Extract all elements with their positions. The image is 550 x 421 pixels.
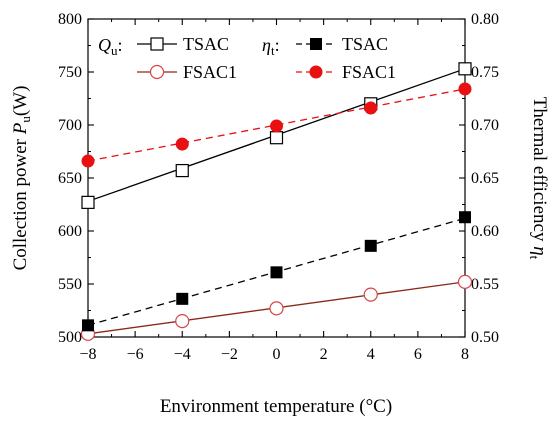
x-tick-label: −4 (174, 346, 191, 363)
x-tick-label: 6 (414, 346, 422, 363)
y-left-tick-label: 700 (58, 117, 82, 134)
legend-group-eta-label: ηt: (262, 35, 280, 58)
open-circle-marker (149, 64, 165, 80)
x-tick-label: 0 (273, 346, 281, 363)
open-square-marker (150, 37, 164, 51)
svg-text:TSAC: TSAC (183, 34, 229, 54)
data-point (364, 239, 377, 252)
y-left-tick-label: 600 (58, 223, 82, 240)
data-point (269, 301, 284, 316)
y-axis-left-title: Collection power Pu(W) (10, 86, 33, 271)
legend-item-eta-tsac: TSAC (296, 34, 388, 54)
y-right-tick-label: 0.70 (471, 117, 499, 134)
series-eta-fsac1 (81, 82, 472, 168)
y-axis-right-title: Thermal efficiency ηt (527, 97, 550, 260)
y-right-tick-label: 0.50 (471, 329, 499, 346)
data-point (363, 287, 378, 302)
data-point (82, 319, 94, 332)
fit-line (87, 88, 466, 162)
data-point (81, 154, 95, 168)
x-tick-label: 2 (320, 346, 328, 363)
series-qu-tsac (81, 62, 472, 209)
y-left-tick-label: 550 (58, 276, 82, 293)
svg-text:TSAC: TSAC (342, 34, 388, 54)
data-point (364, 101, 378, 115)
data-point (459, 211, 471, 224)
y-right-tick-label: 0.75 (471, 64, 499, 81)
data-point (175, 314, 190, 329)
data-point (270, 119, 283, 133)
data-point (175, 163, 189, 178)
y-right-tick-label: 0.60 (471, 223, 499, 240)
data-point (81, 195, 95, 209)
y-right-tick-label: 0.80 (471, 11, 499, 28)
legend-group-qu-label: Qu: (98, 35, 123, 58)
y-left-tick-label: 800 (58, 11, 82, 28)
data-point (176, 292, 189, 305)
series-qu-fsac1 (80, 274, 473, 341)
y-left-tick-label: 650 (58, 170, 82, 187)
filled-circle-marker (309, 65, 323, 79)
filled-square-marker (310, 38, 322, 50)
svg-text:FSAC1: FSAC1 (183, 62, 237, 82)
y-right-tick-label: 0.65 (471, 170, 499, 187)
legend-item-eta-fsac1: FSAC1 (296, 62, 396, 82)
x-axis-title: Environment temperature (°C) (160, 396, 392, 417)
y-axis-left: 500 550 600 650 700 750 800 (58, 11, 94, 346)
y-left-tick-label: 500 (58, 329, 82, 346)
data-point (175, 137, 189, 151)
x-tick-label: −2 (221, 346, 238, 363)
y-left-tick-label: 750 (58, 64, 82, 81)
series-layer (80, 62, 473, 341)
x-axis: −8 −6 −4 −2 0 2 4 6 8 (79, 19, 469, 363)
legend-item-qu-fsac1: FSAC1 (137, 62, 237, 82)
x-tick-label: −8 (79, 346, 96, 363)
x-tick-label: 4 (367, 346, 375, 363)
series-eta-tsac (82, 211, 471, 332)
legend: Qu: TSAC FSAC1 ηt: TSAC FSAC1 (98, 34, 396, 82)
x-tick-label: 8 (461, 346, 469, 363)
data-point (269, 131, 284, 145)
svg-text:FSAC1: FSAC1 (342, 62, 396, 82)
data-point (458, 82, 472, 96)
x-tick-label: −6 (127, 346, 144, 363)
data-point (458, 62, 472, 76)
data-point (457, 274, 473, 289)
y-axis-right: 0.50 0.55 0.60 0.65 0.70 0.75 0.80 (459, 11, 499, 346)
data-point (270, 266, 283, 279)
y-right-tick-label: 0.55 (471, 276, 499, 293)
legend-item-qu-tsac: TSAC (137, 34, 229, 54)
